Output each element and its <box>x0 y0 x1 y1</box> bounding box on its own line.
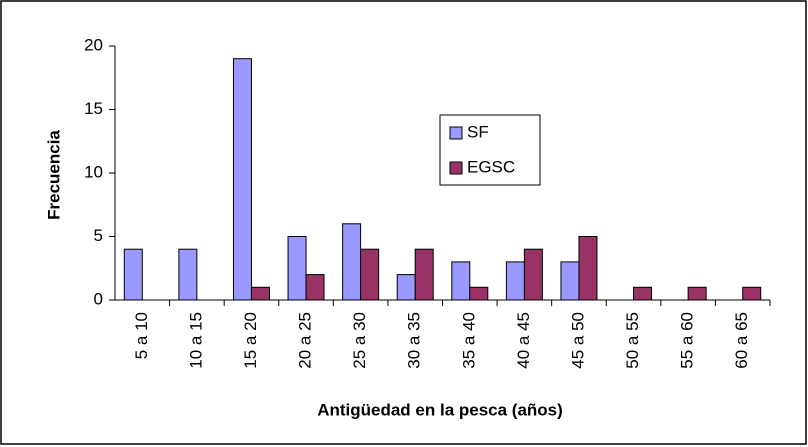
bar <box>505 261 525 301</box>
legend-swatch <box>449 161 463 175</box>
legend-label: SF <box>467 122 489 141</box>
bar <box>414 248 434 301</box>
bar <box>360 248 380 301</box>
bar <box>232 58 252 301</box>
x-tick-label: 45 a 50 <box>568 312 587 369</box>
bar <box>178 248 198 301</box>
bar <box>305 274 325 301</box>
x-tick-label: 15 a 20 <box>241 312 260 369</box>
y-axis-label: Frecuencia <box>44 130 63 220</box>
y-tick-label: 15 <box>84 99 103 118</box>
x-tick-label: 20 a 25 <box>296 312 315 369</box>
y-tick-label: 5 <box>94 226 103 245</box>
x-tick-label: 50 a 55 <box>623 312 642 369</box>
legend-label: EGSC <box>467 157 515 176</box>
bar <box>451 261 471 301</box>
y-tick-label: 0 <box>94 289 103 308</box>
x-tick-label: 40 a 45 <box>514 312 533 369</box>
x-tick-label: 30 a 35 <box>405 312 424 369</box>
x-tick-label: 5 a 10 <box>132 312 151 359</box>
x-axis-label: Antigüedad en la pesca (años) <box>317 400 563 419</box>
bar <box>287 236 307 301</box>
y-tick-label: 10 <box>84 162 103 181</box>
legend-swatch <box>449 126 463 140</box>
bar <box>396 274 416 301</box>
bar <box>250 286 270 301</box>
bar <box>687 286 707 301</box>
bar <box>578 236 598 301</box>
bar <box>123 248 143 301</box>
x-tick-label: 35 a 40 <box>459 312 478 369</box>
bar <box>633 286 653 301</box>
x-tick-label: 25 a 30 <box>350 312 369 369</box>
bar <box>469 286 489 301</box>
bar <box>342 223 362 301</box>
x-tick-label: 10 a 15 <box>186 312 205 369</box>
bar <box>742 286 762 301</box>
bar <box>523 248 543 301</box>
x-tick-label: 55 a 60 <box>678 312 697 369</box>
bar <box>560 261 580 301</box>
y-tick-label: 20 <box>84 35 103 54</box>
x-tick-label: 60 a 65 <box>732 312 751 369</box>
